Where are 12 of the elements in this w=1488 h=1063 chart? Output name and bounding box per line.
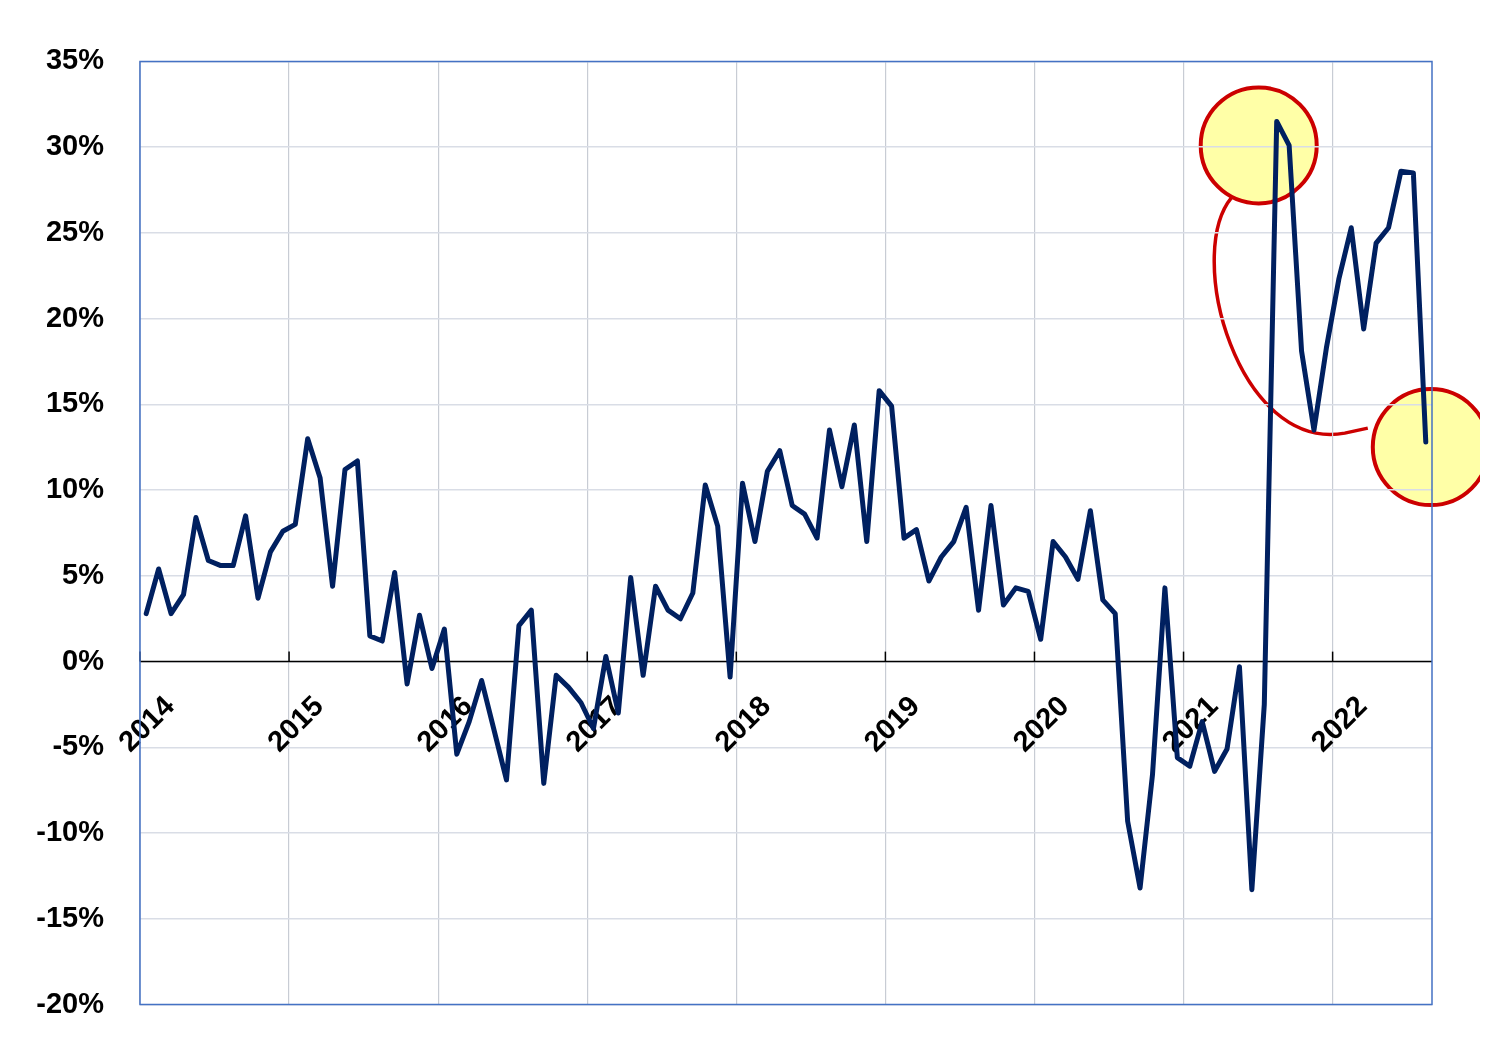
- y-tick-label: 25%: [45, 214, 105, 247]
- y-tick-label: 0%: [62, 643, 105, 676]
- y-tick-label: 15%: [45, 386, 105, 419]
- y-tick-label: -10%: [36, 815, 105, 848]
- y-tick-label: 10%: [45, 472, 105, 505]
- y-tick-label: 35%: [45, 43, 105, 76]
- y-tick-label: 30%: [45, 129, 105, 162]
- y-tick-label: -15%: [36, 900, 105, 933]
- y-tick-label: 20%: [45, 300, 105, 333]
- y-tick-label: -5%: [52, 729, 105, 762]
- y-tick-label: 5%: [62, 557, 105, 590]
- y-tick-label: -20%: [36, 986, 105, 1019]
